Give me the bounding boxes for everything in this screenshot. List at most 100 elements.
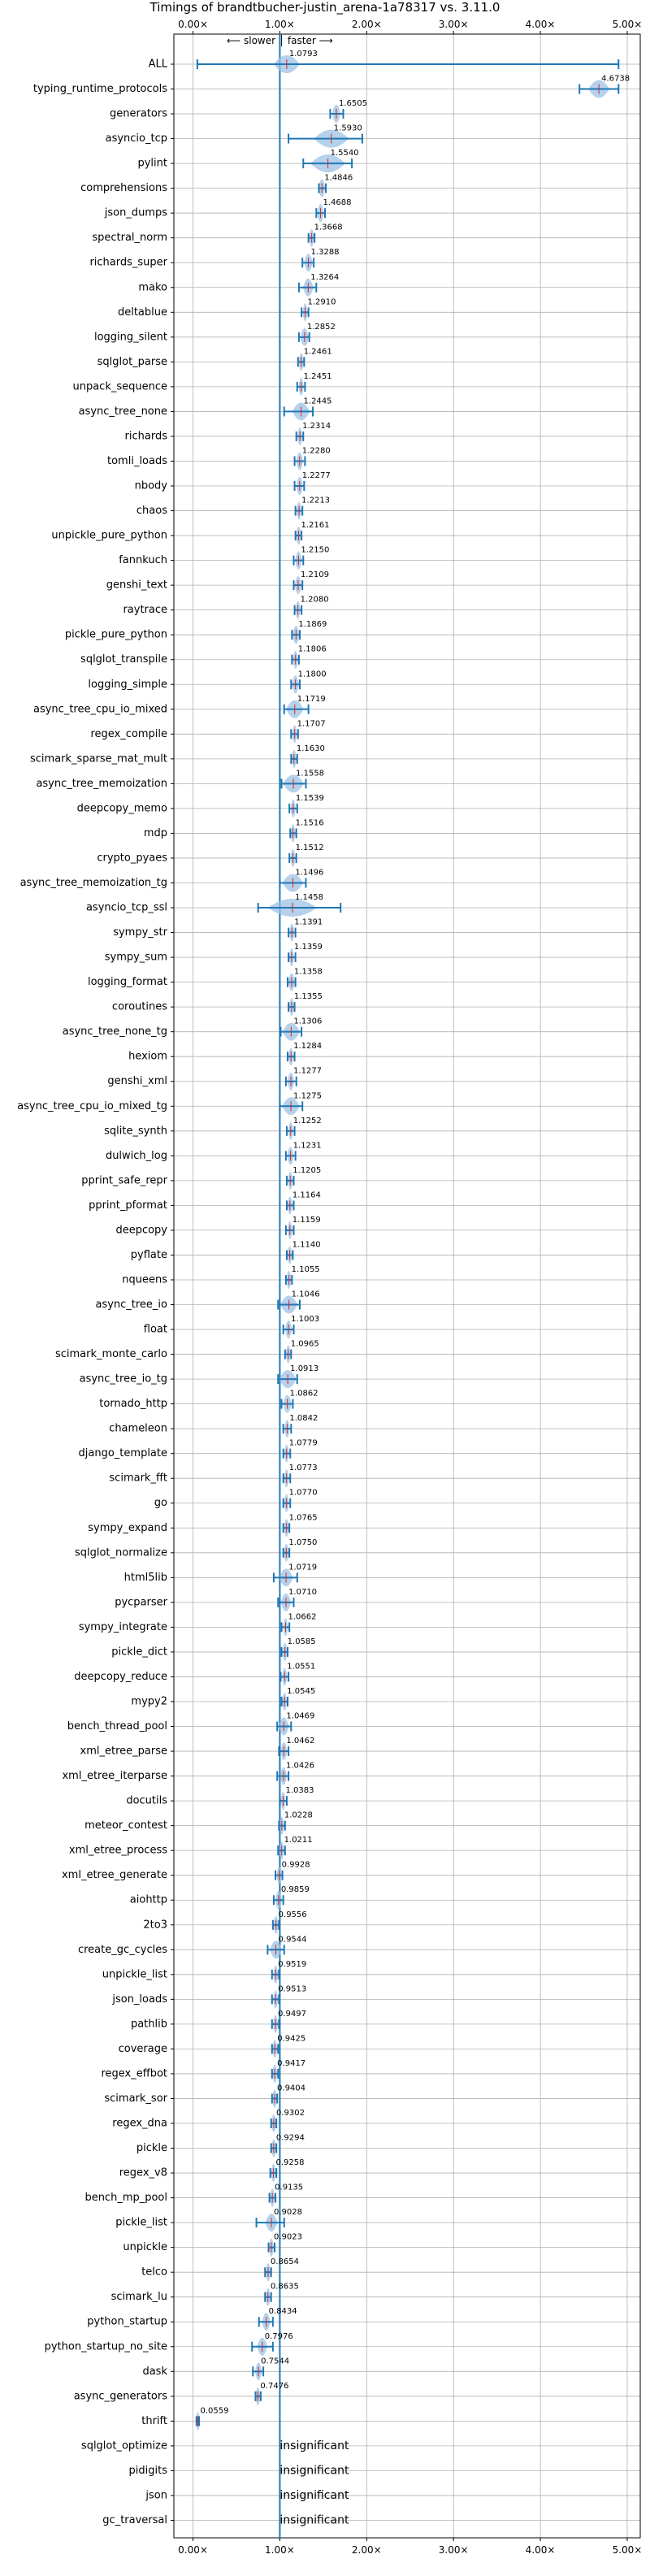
value-label: 1.0842 <box>289 1414 318 1423</box>
category-label: nbody <box>135 480 168 492</box>
category-label: regex_effbot <box>101 2067 167 2079</box>
value-label: 1.1159 <box>292 1216 321 1225</box>
category-label: asyncio_tcp <box>106 132 167 145</box>
category-label: sympy_expand <box>88 1522 167 1534</box>
category-label: genshi_xml <box>107 1075 167 1087</box>
category-label: async_tree_cpu_io_mixed_tg <box>17 1100 167 1112</box>
x-tick-label-bottom: 2.00× <box>352 2544 382 2556</box>
value-label: 1.6505 <box>339 99 367 108</box>
category-label: async_tree_cpu_io_mixed <box>33 703 167 715</box>
category-label: sqlite_synth <box>104 1125 167 1137</box>
category-label: pickle <box>136 2142 167 2154</box>
value-label: 0.9859 <box>281 1885 310 1894</box>
value-label: 1.2109 <box>301 570 329 579</box>
value-label: 0.9544 <box>279 1935 307 1944</box>
value-label: 1.0462 <box>286 1737 314 1746</box>
category-label: pycparser <box>115 1596 167 1608</box>
category-label: async_generators <box>74 2390 168 2402</box>
value-label: 1.1355 <box>294 992 323 1001</box>
value-label: 0.9425 <box>277 2034 306 2043</box>
x-tick-label-bottom: 4.00× <box>526 2544 556 2556</box>
x-tick-label-top: 2.00× <box>352 19 382 30</box>
x-tick-label-top: 1.00× <box>265 19 295 30</box>
value-label: 1.0228 <box>284 1811 313 1820</box>
category-label: 2to3 <box>143 1919 167 1931</box>
value-label: 1.1719 <box>297 695 326 704</box>
category-label: genshi_text <box>106 579 167 592</box>
value-label: 0.9497 <box>278 2010 306 2019</box>
value-label: 0.9135 <box>275 2184 303 2192</box>
category-label: pylint <box>137 158 167 170</box>
category-label: typing_runtime_protocols <box>33 83 167 95</box>
category-label: crypto_pyaes <box>97 852 167 864</box>
value-label: 0.9302 <box>276 2109 305 2118</box>
value-label: 0.7544 <box>261 2357 289 2366</box>
category-label: gc_traversal <box>102 2514 167 2526</box>
value-label: 1.2280 <box>302 446 331 455</box>
category-label: meteor_contest <box>84 1819 167 1832</box>
value-label: 0.9417 <box>277 2059 306 2068</box>
category-label: sqlglot_parse <box>98 356 167 368</box>
category-label: coverage <box>119 2043 167 2055</box>
category-label: async_tree_memoization_tg <box>20 877 167 889</box>
category-label: async_tree_memoization <box>36 778 167 790</box>
value-label: 1.2213 <box>301 497 330 505</box>
category-label: django_template <box>79 1447 167 1459</box>
category-label: sympy_sum <box>105 952 167 964</box>
category-label: tornado_http <box>99 1398 167 1410</box>
category-label: sqlglot_transpile <box>80 653 167 666</box>
value-label: 1.0469 <box>286 1712 314 1721</box>
insignificant-label: insignificant <box>280 2489 349 2502</box>
category-label: bench_thread_pool <box>67 1720 167 1733</box>
value-label: 1.0585 <box>288 1637 316 1646</box>
category-label: tomli_loads <box>107 455 167 467</box>
category-label: scimark_monte_carlo <box>55 1348 167 1360</box>
category-label: json_dumps <box>104 207 167 219</box>
category-label: async_tree_none <box>79 405 167 418</box>
plot-frame <box>173 33 641 2539</box>
value-label: 1.0383 <box>285 1786 314 1795</box>
category-label: pathlib <box>131 2018 167 2030</box>
value-label: 1.1055 <box>292 1265 320 1274</box>
category-label: go <box>154 1497 167 1509</box>
value-label: 1.2461 <box>304 347 332 356</box>
x-tick-label-top: 3.00× <box>439 19 469 30</box>
value-label: 1.3264 <box>310 273 339 282</box>
x-tick-label-bottom: 1.00× <box>265 2544 295 2556</box>
value-label: 1.2314 <box>302 422 331 431</box>
value-label: 1.3668 <box>314 223 343 232</box>
value-label: 0.0559 <box>200 2406 228 2415</box>
category-label: generators <box>110 108 167 120</box>
category-label: html5lib <box>124 1572 167 1584</box>
category-label: pprint_safe_repr <box>81 1174 167 1186</box>
value-label: 1.1358 <box>294 968 323 977</box>
category-label: logging_format <box>88 976 167 988</box>
value-label: 1.0662 <box>288 1612 316 1621</box>
value-label: 1.0211 <box>284 1836 313 1845</box>
value-label: 1.2150 <box>301 546 329 555</box>
category-label: xml_etree_process <box>69 1845 167 1857</box>
value-label: 4.6738 <box>601 75 630 84</box>
value-label: 1.1806 <box>298 645 327 654</box>
value-label: 0.8654 <box>271 2257 299 2266</box>
value-label: 1.1391 <box>294 918 323 927</box>
x-tick-label-top: 5.00× <box>613 19 643 30</box>
value-label: 0.8635 <box>271 2283 299 2292</box>
category-label: telco <box>141 2266 167 2279</box>
category-label: scimark_fft <box>109 1472 167 1485</box>
value-label: 1.1516 <box>296 818 324 827</box>
value-label: 1.0793 <box>289 50 318 59</box>
value-label: 1.1512 <box>296 843 324 852</box>
value-label: 1.1164 <box>292 1190 321 1199</box>
category-label: sqlglot_normalize <box>75 1546 167 1559</box>
value-label: 1.0545 <box>287 1687 315 1696</box>
category-label: aiohttp <box>130 1894 167 1906</box>
value-label: 1.1275 <box>293 1091 322 1100</box>
value-label: 1.0779 <box>289 1439 318 1448</box>
category-label: unpack_sequence <box>72 380 167 392</box>
value-label: 1.0773 <box>289 1464 318 1472</box>
value-label: 1.1003 <box>291 1315 319 1324</box>
category-label: regex_v8 <box>119 2167 167 2179</box>
